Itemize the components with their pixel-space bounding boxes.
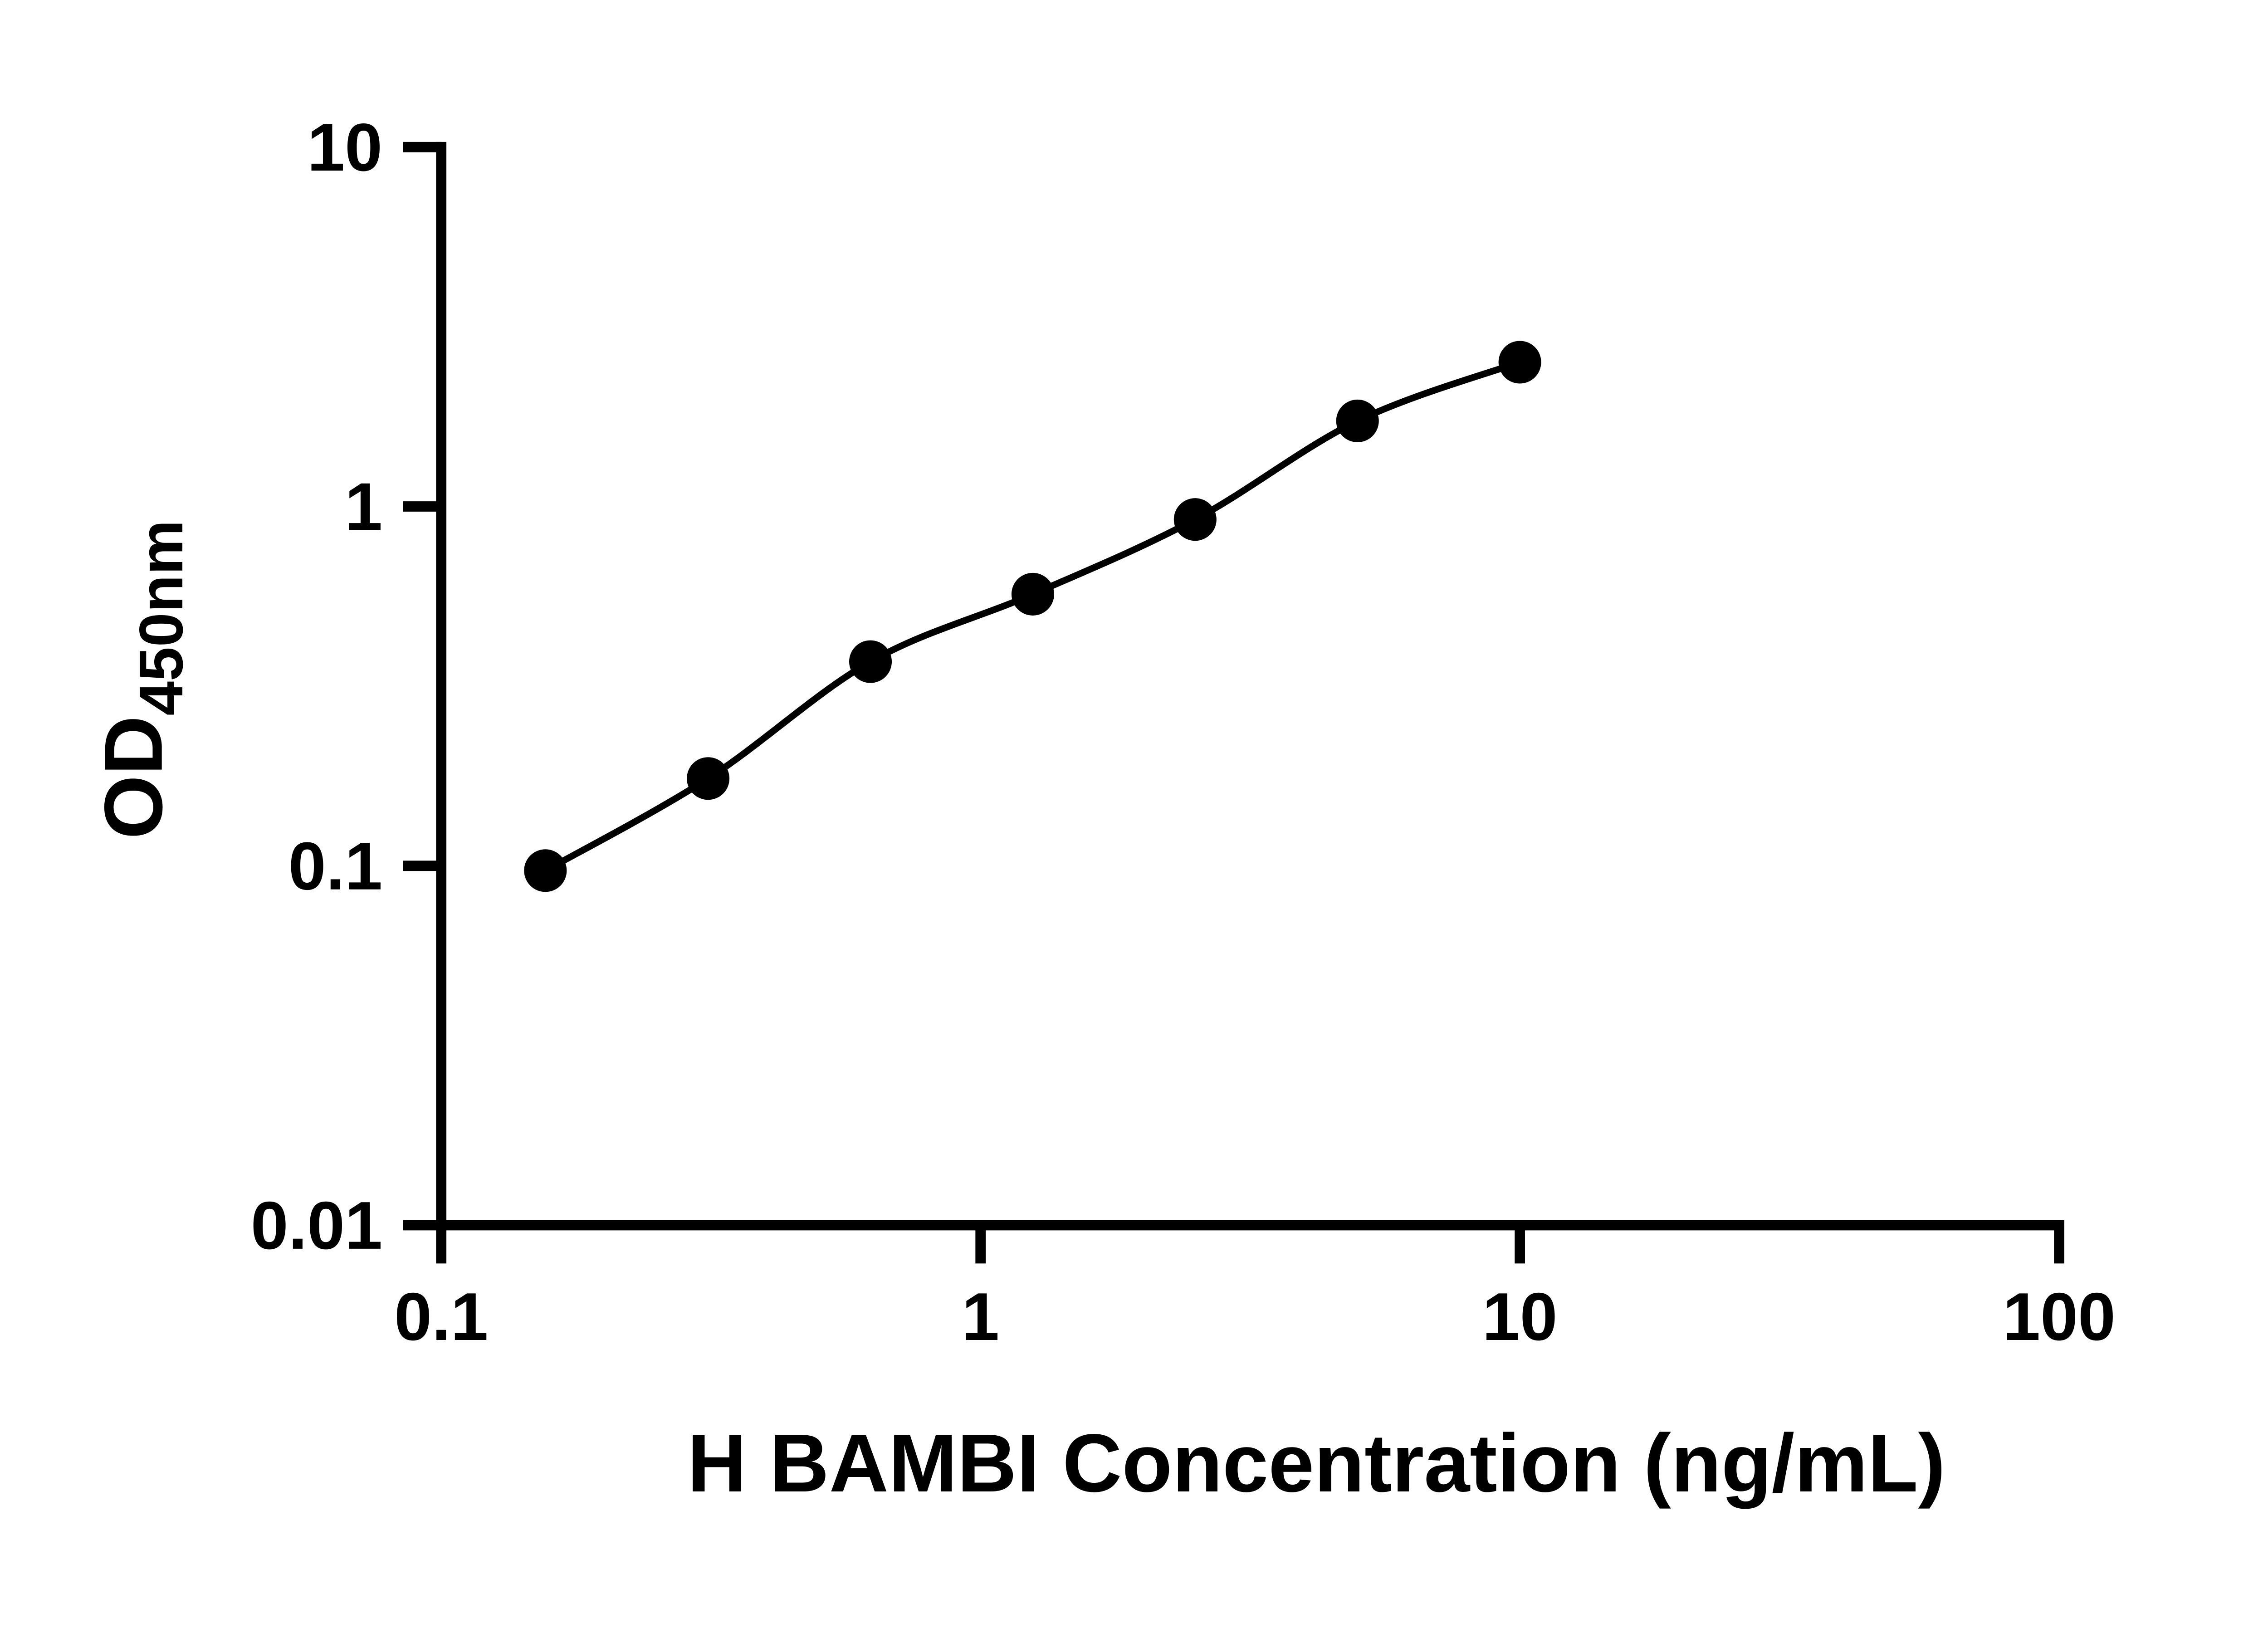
data-point bbox=[849, 640, 892, 683]
y-tick-label: 10 bbox=[307, 109, 382, 185]
x-axis-title: H BAMBI Concentration (ng/mL) bbox=[687, 1418, 1945, 1509]
y-tick-label: 0.1 bbox=[288, 828, 382, 904]
x-tick-label: 10 bbox=[1482, 1279, 1558, 1354]
fit-curve bbox=[543, 359, 1521, 874]
x-tick-label: 100 bbox=[2003, 1279, 2116, 1354]
data-point bbox=[1173, 498, 1217, 541]
y-axis-title-main: OD bbox=[88, 716, 180, 839]
y-axis-title: OD450nm bbox=[88, 520, 196, 839]
x-tick-label: 1 bbox=[962, 1279, 999, 1354]
elisa-standard-curve-figure: 0.01 0.1 1 10 0.1 1 10 100 H BAMBI Concentratio… bbox=[88, 109, 2116, 1509]
y-tick-label: 0.01 bbox=[251, 1188, 382, 1263]
y-axis-title-subscript: 450nm bbox=[127, 520, 196, 715]
x-tick-label: 0.1 bbox=[394, 1279, 488, 1354]
data-point bbox=[687, 757, 730, 800]
data-point bbox=[1011, 572, 1054, 616]
data-point bbox=[524, 849, 567, 892]
data-point bbox=[1336, 399, 1379, 442]
y-tick-label: 1 bbox=[345, 469, 382, 544]
axis-spine bbox=[436, 142, 2064, 1231]
data-point bbox=[1498, 341, 1541, 384]
